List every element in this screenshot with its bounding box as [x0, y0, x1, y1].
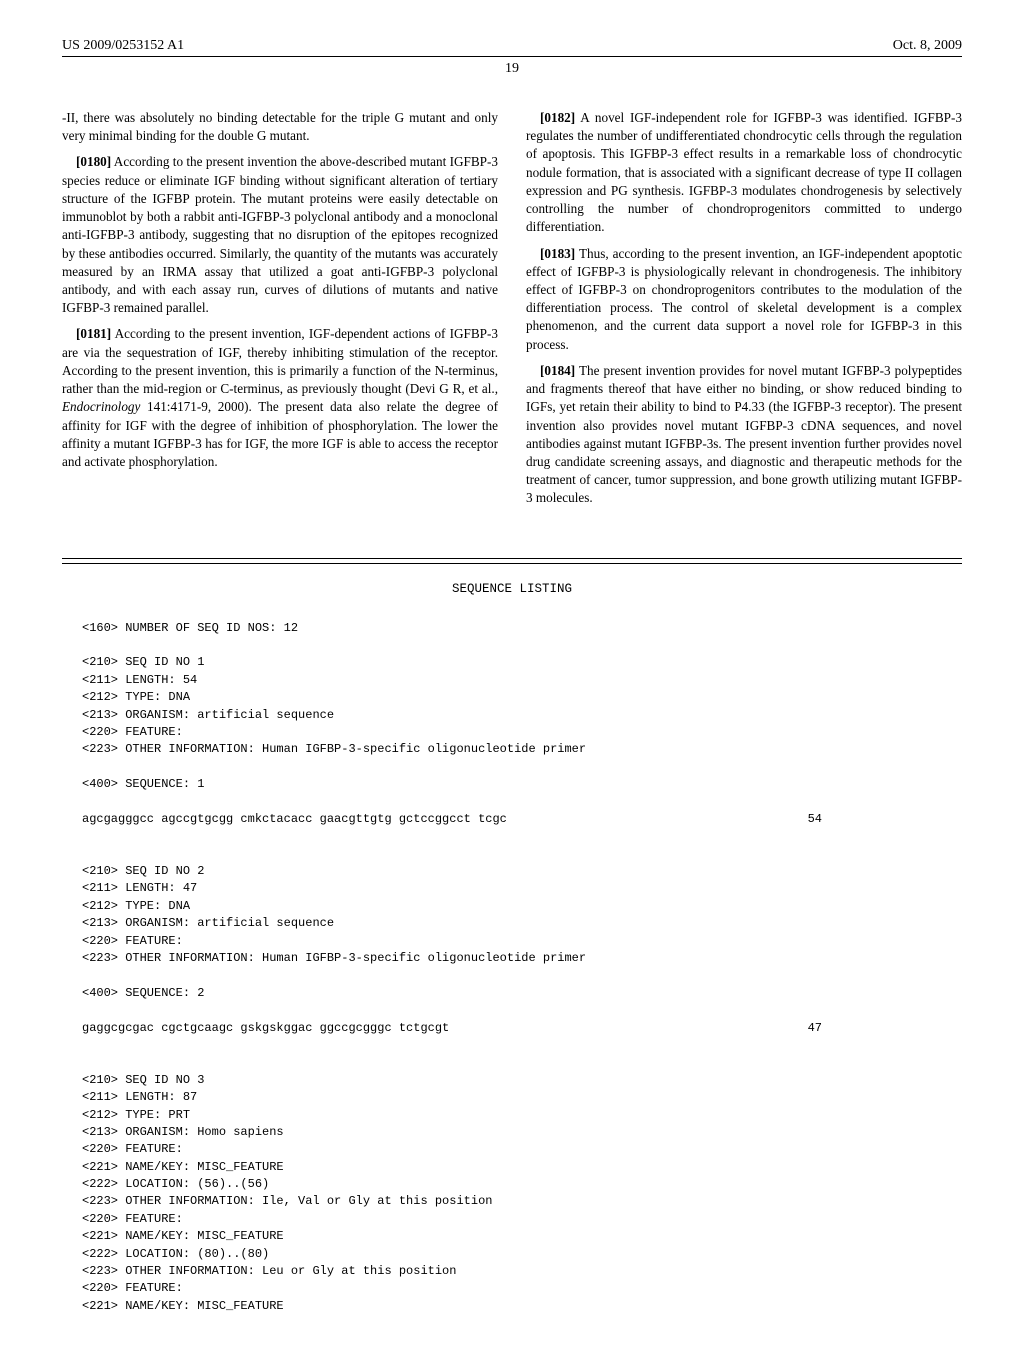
para-number: [0182]: [540, 110, 575, 125]
seq-line: gaggcgcgac cgctgcaagc gskgskggac ggccgcg…: [82, 1020, 962, 1037]
right-column: [0182] A novel IGF-independent role for …: [526, 109, 962, 516]
paragraph: -II, there was absolutely no binding det…: [62, 109, 498, 145]
seq-data: gaggcgcgac cgctgcaagc gskgskggac ggccgcg…: [82, 1020, 449, 1037]
publication-number: US 2009/0253152 A1: [62, 38, 184, 54]
body-columns: -II, there was absolutely no binding det…: [62, 109, 962, 516]
left-column: -II, there was absolutely no binding det…: [62, 109, 498, 516]
seq-length: 47: [808, 1020, 822, 1037]
seq-line: agcgagggcc agccgtgcgg cmkctacacc gaacgtt…: [82, 811, 962, 828]
seq-length: 54: [808, 811, 822, 828]
para-text: The present invention provides for novel…: [526, 363, 962, 506]
sequence-listing-title: SEQUENCE LISTING: [62, 582, 962, 596]
paragraph: [0181] According to the present inventio…: [62, 325, 498, 471]
seq-blank: [82, 828, 962, 863]
page-number: 19: [62, 61, 962, 77]
seq-blank: [82, 794, 962, 811]
page: US 2009/0253152 A1 Oct. 8, 2009 19 -II, …: [0, 0, 1024, 1355]
para-text: Thus, according to the present invention…: [526, 246, 962, 352]
para-number: [0180]: [76, 154, 111, 169]
sequence-listing-section: SEQUENCE LISTING <160> NUMBER OF SEQ ID …: [62, 550, 962, 1316]
para-text: According to the present invention, IGF-…: [62, 326, 498, 396]
horizontal-rule: [62, 563, 962, 564]
paragraph: [0183] Thus, according to the present in…: [526, 245, 962, 354]
para-number: [0183]: [540, 246, 575, 261]
para-number: [0184]: [540, 363, 575, 378]
seq-block: <160> NUMBER OF SEQ ID NOS: 12 <210> SEQ…: [82, 620, 962, 794]
paragraph: [0184] The present invention provides fo…: [526, 362, 962, 508]
page-header: US 2009/0253152 A1 Oct. 8, 2009: [62, 38, 962, 57]
para-text: According to the present invention the a…: [62, 154, 498, 315]
seq-data: agcgagggcc agccgtgcgg cmkctacacc gaacgtt…: [82, 811, 507, 828]
seq-blank: [82, 1002, 962, 1019]
seq-block: <210> SEQ ID NO 2 <211> LENGTH: 47 <212>…: [82, 863, 962, 1002]
paragraph: [0182] A novel IGF-independent role for …: [526, 109, 962, 237]
para-number: [0181]: [76, 326, 111, 341]
publication-date: Oct. 8, 2009: [893, 38, 962, 54]
horizontal-rule: [62, 558, 962, 559]
para-text: A novel IGF-independent role for IGFBP-3…: [526, 110, 962, 234]
seq-block: <210> SEQ ID NO 3 <211> LENGTH: 87 <212>…: [82, 1072, 962, 1315]
seq-blank: [82, 1037, 962, 1072]
citation-italic: Endocrinology: [62, 399, 140, 414]
paragraph: [0180] According to the present inventio…: [62, 153, 498, 317]
